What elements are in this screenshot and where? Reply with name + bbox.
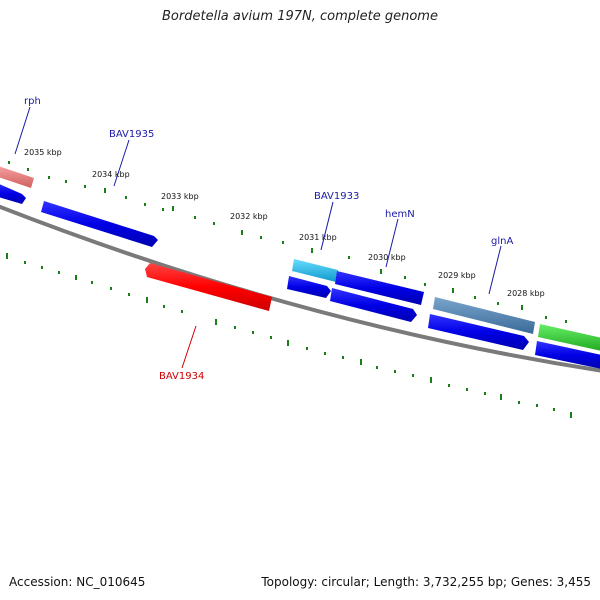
gene-feature-rph[interactable] — [0, 166, 34, 188]
gene-feature-bav1933[interactable] — [292, 259, 338, 282]
gene-feature-b[interactable] — [330, 288, 417, 322]
kbp-label-2028: 2028 kbp — [507, 289, 545, 298]
gene-label-glnA: glnA — [491, 236, 513, 247]
outer-tick-track — [8, 161, 567, 323]
kbp-label-2033: 2033 kbp — [161, 192, 199, 201]
map-title: Bordetella avium 197N, complete genome — [162, 9, 438, 24]
kbp-label-2034: 2034 kbp — [92, 170, 130, 179]
gene-feature-a[interactable] — [287, 276, 331, 298]
kbp-label-2030: 2030 kbp — [368, 253, 406, 262]
kbp-label-2032: 2032 kbp — [230, 212, 268, 221]
gene-label-bav1933: BAV1933 — [314, 191, 359, 202]
genome-summary-text: Topology: circular; Length: 3,732,255 bp… — [261, 575, 591, 589]
gene-label-rph: rph — [24, 96, 41, 107]
gene-feature-left-edge[interactable] — [0, 183, 26, 204]
gene-label-bav1934: BAV1934 — [159, 371, 204, 382]
gene-label-hemN: hemN — [385, 209, 415, 220]
kbp-label-2031: 2031 kbp — [299, 233, 337, 242]
gene-feature-glnA[interactable] — [433, 297, 535, 334]
kbp-label-2029: 2029 kbp — [438, 271, 476, 280]
gene-feature-green[interactable] — [538, 324, 600, 351]
gene-label-bav1935: BAV1935 — [109, 129, 154, 140]
kbp-label-2035: 2035 kbp — [24, 148, 62, 157]
gene-feature-c[interactable] — [428, 314, 529, 350]
gene-feature-bav1934[interactable] — [145, 263, 272, 311]
gene-feature-d[interactable] — [535, 341, 600, 369]
gene-feature-hemN[interactable] — [335, 271, 424, 305]
label-leader-lines — [14, 106, 502, 369]
genome-backbone — [0, 204, 600, 373]
accession-text: Accession: NC_010645 — [9, 575, 146, 589]
inner-tick-track — [6, 253, 572, 418]
gene-feature-bav1935[interactable] — [41, 201, 158, 247]
